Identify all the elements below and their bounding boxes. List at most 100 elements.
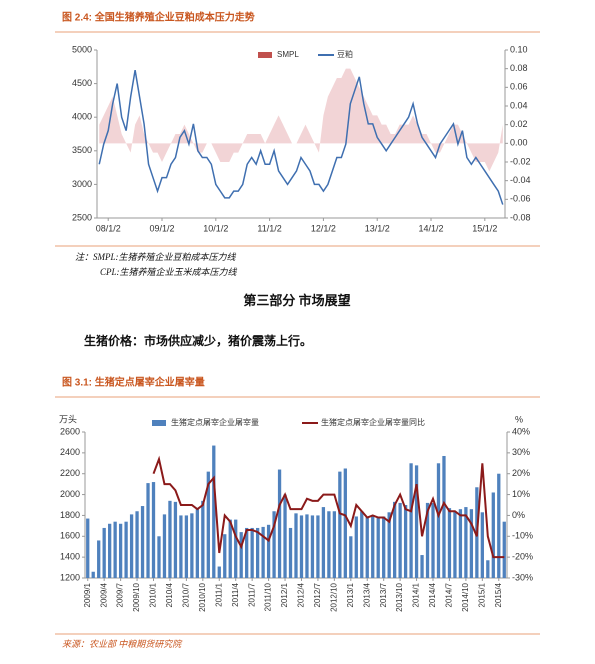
y-axis-label: 万头 <box>59 414 77 424</box>
y2-tick-label: 0.04 <box>510 100 528 110</box>
bar <box>234 519 238 578</box>
bar <box>266 524 271 578</box>
x-tick-label: 2009/10 <box>132 582 141 611</box>
figure-title: 图 3.1: 生猪定点屠宰企业屠宰量 <box>62 376 205 389</box>
bar <box>217 566 221 578</box>
bar <box>272 511 276 578</box>
bar <box>425 502 430 578</box>
bar <box>91 571 95 578</box>
y-tick-label: 4000 <box>72 112 92 122</box>
bar <box>316 515 320 578</box>
note: 注：SMPL:生猪养殖企业豆粕成本压力线 <box>75 252 236 262</box>
bar <box>327 511 331 578</box>
y2-tick-label: -20% <box>512 552 533 562</box>
y2-tick-label: -30% <box>512 572 533 582</box>
bar <box>261 526 265 578</box>
y2-tick-label: -0.06 <box>510 194 531 204</box>
y2-tick-label: 40% <box>512 426 530 436</box>
x-tick-label: 12/1/2 <box>311 223 336 233</box>
section-title: 第三部分 市场展望 <box>243 293 350 308</box>
bar <box>108 523 112 578</box>
bar <box>299 515 304 578</box>
bar <box>393 501 397 578</box>
x-tick-label: 11/1/2 <box>257 223 281 233</box>
bar <box>349 536 353 578</box>
bar <box>288 527 293 578</box>
y2-tick-label: 0.08 <box>510 63 528 73</box>
x-tick-label: 2013/10 <box>395 582 404 611</box>
bar <box>458 509 463 578</box>
x-tick-label: 2009/4 <box>99 582 108 607</box>
bar <box>151 482 156 578</box>
bar <box>376 517 380 578</box>
y-tick-label: 3500 <box>72 145 92 155</box>
x-tick-label: 15/1/2 <box>472 223 497 233</box>
x-tick-label: 2014/7 <box>445 582 454 607</box>
x-tick-label: 2012/7 <box>313 582 322 607</box>
bar <box>360 511 364 578</box>
bar <box>491 492 495 578</box>
legend-label: 生猪定点屠宰企业屠宰量 <box>171 417 259 427</box>
bar <box>206 471 210 578</box>
bar <box>124 521 128 578</box>
bar <box>447 508 452 578</box>
bar <box>223 534 227 578</box>
paragraph: 生猪价格：市场供应减少，猪价震荡上行。 <box>84 333 312 348</box>
y-tick-label: 3000 <box>72 179 92 189</box>
x-tick-label: 2015/4 <box>494 582 503 607</box>
legend-label: SMPL <box>277 50 299 59</box>
note: CPL:生猪养殖企业玉米成本压力线 <box>100 267 238 277</box>
x-tick-label: 2012/4 <box>297 582 306 607</box>
legend-label: 生猪定点屠宰企业屠宰量同比 <box>321 417 425 427</box>
y-tick-label: 1800 <box>60 510 80 520</box>
area <box>99 68 503 172</box>
x-tick-label: 10/1/2 <box>203 223 228 233</box>
x-tick-label: 2011/1 <box>214 582 223 606</box>
y-tick-label: 1600 <box>60 531 80 541</box>
x-tick-label: 2010/10 <box>198 582 207 611</box>
y-tick-label: 1200 <box>60 572 80 582</box>
bar <box>464 507 468 578</box>
bar <box>502 521 506 578</box>
line <box>98 70 504 205</box>
bar <box>365 516 369 578</box>
x-tick-label: 13/1/2 <box>365 223 390 233</box>
bar <box>86 518 90 578</box>
bar <box>157 536 161 578</box>
bar <box>332 511 337 578</box>
legend-swatch <box>258 52 272 58</box>
x-tick-label: 2015/1 <box>477 582 486 607</box>
bar <box>140 506 145 578</box>
bar <box>294 513 298 578</box>
y-tick-label: 5000 <box>72 44 92 54</box>
bar <box>179 515 183 578</box>
bar <box>255 527 260 578</box>
y-tick-label: 4500 <box>72 78 92 88</box>
y-tick-label: 2000 <box>60 489 80 499</box>
y2-tick-label: 0.06 <box>510 82 528 92</box>
x-tick-label: 08/1/2 <box>96 223 121 233</box>
y2-tick-label: 0% <box>512 510 525 520</box>
bar <box>228 519 232 578</box>
x-tick-label: 2014/1 <box>412 582 421 607</box>
bar <box>420 555 424 578</box>
bar <box>245 527 249 578</box>
x-tick-label: 2010/4 <box>165 582 174 607</box>
y-tick-label: 1400 <box>60 552 80 562</box>
bar <box>338 471 342 578</box>
bar <box>118 523 123 578</box>
y2-tick-label: 0.00 <box>510 138 528 148</box>
bar <box>162 514 167 578</box>
bar <box>497 473 501 578</box>
bar <box>343 468 347 578</box>
y-tick-label: 2400 <box>60 447 80 457</box>
x-tick-label: 09/1/2 <box>149 223 174 233</box>
y2-tick-label: 20% <box>512 468 530 478</box>
bar <box>382 516 386 578</box>
bar <box>310 515 315 578</box>
bar <box>129 514 134 578</box>
bar <box>321 507 326 578</box>
x-tick-label: 2014/4 <box>428 582 437 607</box>
bar <box>387 512 391 578</box>
